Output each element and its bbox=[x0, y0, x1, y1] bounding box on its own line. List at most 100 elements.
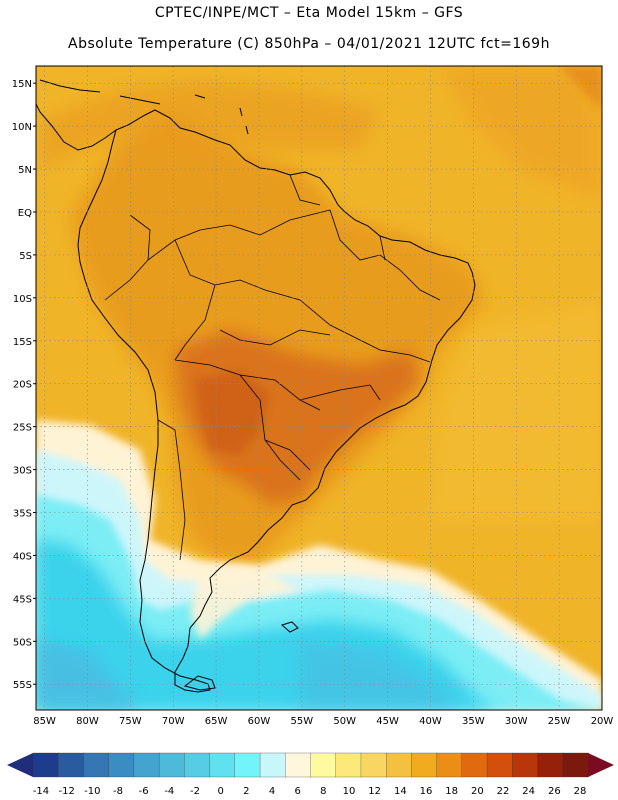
temperature-field bbox=[36, 66, 602, 710]
lon-label: 55W bbox=[291, 716, 314, 727]
colorbar-label: -12 bbox=[58, 786, 74, 797]
colorbar-cell bbox=[285, 752, 312, 778]
colorbar-label: 4 bbox=[269, 786, 275, 797]
falkland-islands bbox=[280, 621, 299, 633]
lon-label: 45W bbox=[376, 716, 399, 727]
colorbar-labels: -14 -12 -10 -8 -6 -4 -2 0 2 4 6 8 10 12 14 16 18 20 22 24 26… bbox=[33, 786, 587, 797]
colorbar-label: 12 bbox=[368, 786, 381, 797]
colorbar-cell bbox=[83, 752, 110, 778]
colorbar-cell bbox=[486, 752, 513, 778]
coastlines-and-borders bbox=[36, 79, 476, 693]
longitude-labels: 85W 80W 75W 70W 65W 60W 55W 50W 45W 40W 35W 30W 25W 2… bbox=[33, 716, 613, 727]
lon-label: 20W bbox=[591, 716, 614, 727]
lon-label: 30W bbox=[505, 716, 528, 727]
caribbean-islands bbox=[39, 79, 249, 135]
colorbar-label: 8 bbox=[320, 786, 326, 797]
colorbar-cell bbox=[537, 752, 564, 778]
colorbar-cell bbox=[184, 752, 211, 778]
lat-label: 25S bbox=[13, 423, 32, 434]
colorbar-label: 18 bbox=[445, 786, 458, 797]
lat-label: 20S bbox=[13, 380, 32, 391]
south-atlantic-cold-field bbox=[300, 640, 460, 710]
lon-label: 85W bbox=[33, 716, 56, 727]
colorbar-cell bbox=[360, 752, 387, 778]
lat-label: 5N bbox=[18, 165, 32, 176]
lat-label: 15N bbox=[12, 79, 32, 90]
colorbar-cell bbox=[562, 752, 589, 778]
northeast-atlantic-field bbox=[440, 66, 602, 200]
colorbar-cell bbox=[58, 752, 85, 778]
lon-label: 25W bbox=[548, 716, 571, 727]
lat-label: 15S bbox=[13, 337, 32, 348]
lon-label: 70W bbox=[162, 716, 185, 727]
tierra-del-fuego bbox=[183, 675, 216, 691]
central-america-coastline bbox=[36, 103, 117, 151]
lat-label: 30S bbox=[13, 466, 32, 477]
colorbar-label: 26 bbox=[548, 786, 561, 797]
colorbar-under-arrow bbox=[7, 753, 33, 777]
colorbar-label: 20 bbox=[471, 786, 484, 797]
lat-label: 55S bbox=[13, 680, 32, 691]
lon-label: 60W bbox=[248, 716, 271, 727]
lon-label: 40W bbox=[419, 716, 442, 727]
colorbar-label: -4 bbox=[164, 786, 174, 797]
colorbar-cells bbox=[32, 752, 589, 778]
lat-label: 50S bbox=[13, 637, 32, 648]
lat-label: 10S bbox=[13, 294, 32, 305]
colorbar-cell bbox=[436, 752, 463, 778]
colorbar-over-arrow bbox=[588, 753, 614, 777]
colorbar-cell bbox=[335, 752, 362, 778]
colorbar-label: -14 bbox=[33, 786, 49, 797]
colorbar-cell bbox=[158, 752, 186, 778]
colorbar-cell bbox=[259, 752, 286, 778]
lon-label: 80W bbox=[76, 716, 99, 727]
colorbar-cell bbox=[133, 752, 160, 778]
lon-label: 65W bbox=[205, 716, 228, 727]
caribbean-warm-field bbox=[40, 80, 380, 170]
patagonia-cold-tongue bbox=[190, 568, 300, 640]
south-america-coastline bbox=[77, 109, 476, 693]
colorbar-label: 14 bbox=[394, 786, 407, 797]
southwest-cold-field bbox=[36, 640, 140, 710]
colorbar-cell bbox=[461, 752, 488, 778]
colorbar-label: 28 bbox=[574, 786, 587, 797]
colorbar-label: 24 bbox=[522, 786, 535, 797]
lon-label: 75W bbox=[119, 716, 142, 727]
colorbar-cell bbox=[32, 752, 59, 778]
country-borders bbox=[104, 174, 441, 561]
colorbar-cell bbox=[108, 752, 135, 778]
lon-label: 35W bbox=[462, 716, 485, 727]
colorbar-cell bbox=[234, 752, 261, 778]
colorbar-cell bbox=[209, 752, 236, 778]
map-title-line-1: CPTEC/INPE/MCT – Eta Model 15km – GFS bbox=[154, 5, 464, 21]
colorbar-label: -6 bbox=[139, 786, 149, 797]
lon-label: 50W bbox=[333, 716, 356, 727]
colorbar-cell bbox=[411, 752, 438, 778]
continent-warm-field bbox=[70, 110, 485, 560]
map-frame bbox=[35, 65, 603, 711]
map-title-line-2: Absolute Temperature (C) 850hPa – 04/01/… bbox=[68, 36, 550, 52]
hottest-core-field bbox=[195, 370, 270, 455]
lat-label: 5S bbox=[19, 251, 32, 262]
lat-label: 45S bbox=[13, 594, 32, 605]
lat-label: 35S bbox=[13, 509, 32, 520]
colorbar-cell bbox=[512, 752, 539, 778]
lat-label: 40S bbox=[13, 551, 32, 562]
lat-label: 10N bbox=[12, 122, 32, 133]
colorbar-label: 6 bbox=[294, 786, 300, 797]
colorbar-label: 0 bbox=[217, 786, 223, 797]
colorbar-label: 10 bbox=[343, 786, 356, 797]
colorbar-label: -10 bbox=[84, 786, 100, 797]
colorbar-cell bbox=[386, 752, 413, 778]
colorbar-label: 2 bbox=[243, 786, 249, 797]
lat-label: EQ bbox=[18, 208, 32, 219]
colorbar-label: -8 bbox=[113, 786, 123, 797]
northeast-corner-field bbox=[560, 66, 602, 110]
colorbar-cell bbox=[310, 752, 337, 778]
latitude-labels: 15N 10N 5N EQ 5S 10S 15S 20S 25S 30S 35S 40S 45S 50S 5… bbox=[12, 79, 36, 691]
colorbar-label: 16 bbox=[420, 786, 433, 797]
colorbar-label: -2 bbox=[190, 786, 200, 797]
colorbar-label: 22 bbox=[497, 786, 510, 797]
